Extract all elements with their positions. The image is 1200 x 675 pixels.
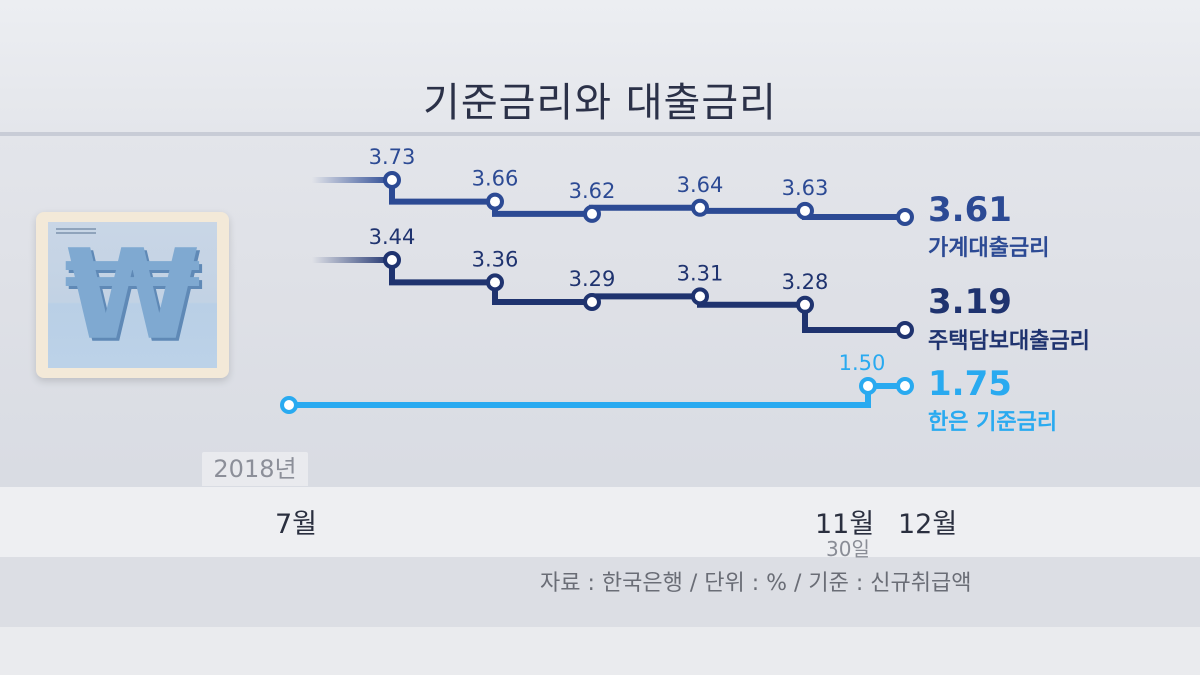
point-base-rate-2 (896, 377, 914, 395)
data-label-household-3: 3.64 (677, 173, 724, 197)
point-mortgage-2 (583, 293, 601, 311)
end-value-base-rate: 1.75 (928, 364, 1012, 404)
title-band (0, 0, 1200, 136)
x-tick-november: 11월 (815, 509, 875, 540)
data-label-mortgage-4: 3.28 (782, 270, 829, 294)
source-band (0, 557, 1200, 627)
data-label-mortgage-0: 3.44 (369, 225, 416, 249)
series-base-rate-line (289, 383, 905, 408)
point-mortgage-1 (486, 273, 504, 292)
x-tick-december: 12월 (898, 509, 958, 540)
x-axis-band (0, 487, 1200, 557)
year-tag: 2018년 (202, 452, 308, 486)
series-household-leadin (312, 177, 392, 183)
source-note: 자료 : 한국은행 / 단위 : % / 기준 : 신규취급액 (540, 571, 972, 596)
series-label-household: 가계대출금리 (928, 236, 1050, 261)
point-mortgage-5 (896, 321, 914, 339)
series-mortgage-leadin (312, 257, 392, 263)
point-household-4 (796, 201, 814, 220)
point-household-1 (486, 192, 504, 211)
chart-title: 기준금리와 대출금리 (423, 80, 777, 126)
data-label-mortgage-3: 3.31 (677, 261, 724, 285)
bottom-band (0, 627, 1200, 675)
data-label-household-0: 3.73 (369, 145, 416, 169)
point-mortgage-0 (383, 251, 401, 269)
x-tick-july: 7월 (275, 509, 318, 540)
series-label-base-rate: 한은 기준금리 (928, 410, 1058, 435)
point-mortgage-3 (691, 287, 709, 306)
point-base-rate-0 (280, 396, 298, 414)
end-value-mortgage: 3.19 (928, 282, 1012, 322)
point-household-2 (583, 204, 601, 223)
end-value-household: 3.61 (928, 190, 1012, 230)
data-label-mortgage-2: 3.29 (569, 267, 616, 291)
data-label-household-2: 3.62 (569, 179, 616, 203)
data-label-household-4: 3.63 (782, 176, 829, 200)
point-household-3 (691, 198, 709, 217)
point-base-rate-1 (859, 377, 877, 395)
series-label-mortgage: 주택담보대출금리 (928, 329, 1090, 354)
data-label-household-1: 3.66 (472, 167, 519, 191)
point-household-0 (383, 171, 401, 189)
won-sign-icon: ₩ (36, 212, 229, 378)
point-household-5 (896, 208, 914, 226)
point-mortgage-4 (796, 295, 814, 314)
x-tick-november-day: 30일 (826, 537, 870, 561)
data-label-mortgage-1: 3.36 (472, 247, 519, 271)
data-label-base-rate-1: 1.50 (839, 351, 886, 375)
